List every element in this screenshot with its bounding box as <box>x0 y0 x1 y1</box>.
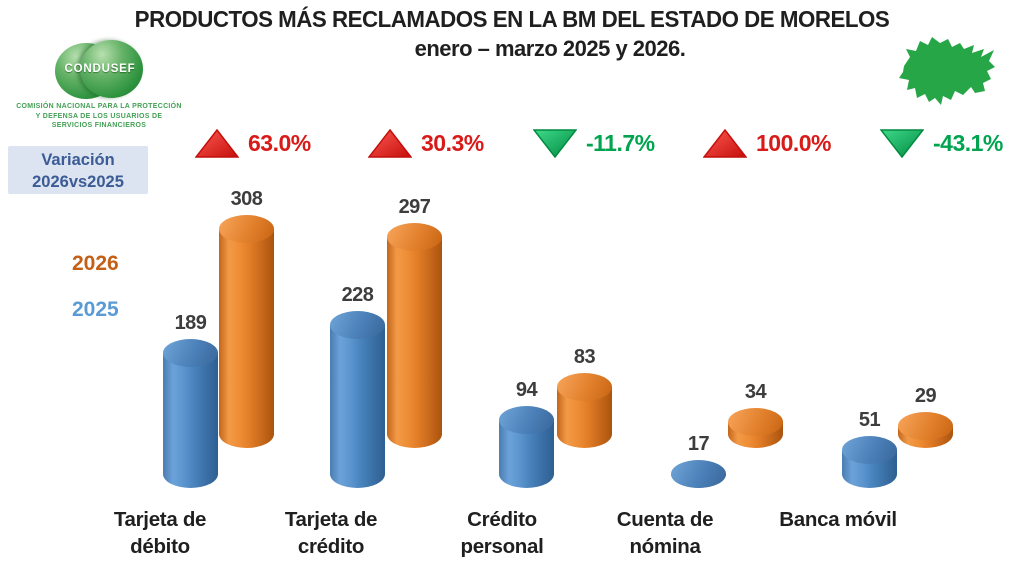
bar-top-ellipse <box>499 406 554 434</box>
category-label-line: Crédito <box>467 508 537 531</box>
legend-2026: 2026 <box>72 252 119 275</box>
triangle-down-icon <box>533 128 577 158</box>
variation-legend-box: Variación 2026vs2025 <box>8 146 148 194</box>
category-label-2: Crédito personal <box>412 506 592 560</box>
variation-value: 63.0% <box>248 129 311 156</box>
bar-value-label: 308 <box>230 188 263 210</box>
bar-value-label: 189 <box>174 312 207 334</box>
bar-2025-4: 51 <box>842 409 897 488</box>
bar-value-label: 34 <box>744 381 767 403</box>
variation-box-line2: 2026vs2025 <box>32 173 124 191</box>
category-label-line: Tarjeta de <box>113 508 207 531</box>
legend-2025: 2025 <box>72 298 119 321</box>
category-label-1: Tarjeta de crédito <box>241 506 421 560</box>
bar-top-ellipse <box>387 223 442 251</box>
bar-body <box>387 237 442 448</box>
category-label-line: débito <box>130 535 190 558</box>
triangle-up-icon <box>703 128 747 158</box>
bar-2026-2: 83 <box>557 346 612 448</box>
bar-value-label: 94 <box>515 379 538 401</box>
bar-top-ellipse <box>163 339 218 367</box>
bar-top-ellipse <box>728 408 783 436</box>
bar-top-ellipse <box>842 436 897 464</box>
bar-2026-1: 297 <box>387 196 442 448</box>
variation-value: 30.3% <box>421 129 484 156</box>
bar-2025-3: 17 <box>671 433 726 488</box>
category-label-line: Banca móvil <box>779 508 897 531</box>
chart-subtitle: enero – marzo 2025 y 2026. <box>414 36 686 61</box>
variation-box-line1: Variación <box>41 151 115 169</box>
morelos-shape <box>899 37 995 105</box>
triangle-down-icon <box>880 128 924 158</box>
morelos-state-map-icon <box>890 30 1000 116</box>
bar-2026-4: 29 <box>898 385 953 448</box>
category-label-line: nómina <box>629 535 701 558</box>
logo-caption-line: Y DEFENSA DE LOS USUARIOS DE <box>35 112 163 120</box>
bar-2026-0: 308 <box>219 188 274 448</box>
bar-2025-1: 228 <box>330 284 385 488</box>
category-label-3: Cuenta de nómina <box>575 506 755 560</box>
chart-title: PRODUCTOS MÁS RECLAMADOS EN LA BM DEL ES… <box>134 6 890 32</box>
bar-value-label: 228 <box>341 284 374 306</box>
variation-value: -11.7% <box>586 129 655 156</box>
bar-value-label: 297 <box>398 196 431 218</box>
logo-wordmark: CONDUSEF <box>64 63 136 75</box>
bar-value-label: 83 <box>573 346 596 368</box>
bar-value-label: 17 <box>687 433 710 455</box>
variation-indicator-3: 100.0% <box>703 126 832 160</box>
bar-2025-0: 189 <box>163 312 218 488</box>
bar-top-ellipse <box>898 412 953 440</box>
variation-value: -43.1% <box>933 129 1003 156</box>
category-label-4: Banca móvil <box>748 506 928 533</box>
logo-caption: COMISIÓN NACIONAL PARA LA PROTECCIÓN Y D… <box>8 102 190 131</box>
triangle-up-icon <box>368 128 412 158</box>
bar-value-label: 51 <box>858 409 881 431</box>
category-label-0: Tarjeta de débito <box>70 506 250 560</box>
category-label-line: crédito <box>297 535 365 558</box>
variation-indicator-4: -43.1% <box>880 126 1003 160</box>
bar-value-label: 29 <box>914 385 937 407</box>
variation-value: 100.0% <box>756 129 832 156</box>
variation-indicator-1: 30.3% <box>368 126 484 160</box>
category-label-line: Tarjeta de <box>284 508 378 531</box>
logo-caption-line: SERVICIOS FINANCIEROS <box>51 122 147 129</box>
bar-top-ellipse <box>671 460 726 488</box>
bar-body <box>330 325 385 488</box>
bar-body <box>219 229 274 448</box>
condusef-logo: CONDUSEF <box>55 40 145 100</box>
bar-2025-2: 94 <box>499 379 554 488</box>
bar-2026-3: 34 <box>728 381 783 448</box>
variation-indicator-0: 63.0% <box>195 126 311 160</box>
bar-top-ellipse <box>557 373 612 401</box>
variation-indicator-2: -11.7% <box>533 126 655 160</box>
bar-body <box>163 353 218 488</box>
logo-caption-line: COMISIÓN NACIONAL PARA LA PROTECCIÓN <box>16 103 182 110</box>
logo-oval-right-icon <box>80 40 143 98</box>
bar-top-ellipse <box>219 215 274 243</box>
triangle-up-icon <box>195 128 239 158</box>
category-label-line: personal <box>460 535 544 558</box>
category-label-line: Cuenta de <box>616 508 714 531</box>
bar-top-ellipse <box>330 311 385 339</box>
